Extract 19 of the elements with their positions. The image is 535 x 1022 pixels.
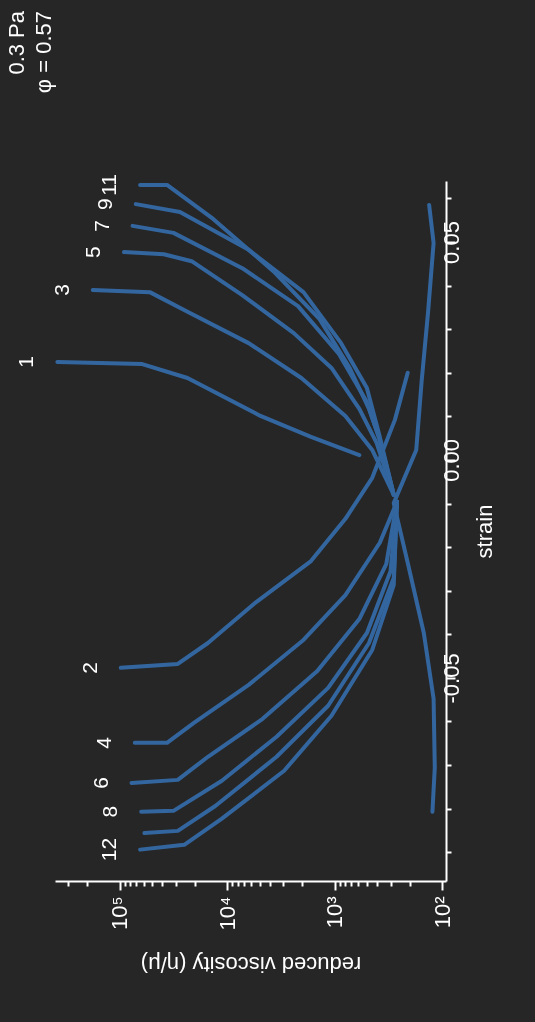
text: 9: [92, 198, 116, 210]
text: 7: [89, 220, 113, 232]
text: 2: [77, 662, 101, 674]
text: 3: [49, 284, 73, 296]
text: 11: [97, 174, 121, 196]
text: 12: [97, 837, 121, 862]
text: 6: [88, 777, 112, 789]
text: 1: [14, 356, 38, 368]
y-axis-title: strain: [471, 504, 497, 559]
text: 5: [81, 246, 104, 258]
x-tick-label: 10³: [322, 896, 348, 929]
text: 4: [91, 736, 115, 749]
x-axis-title: reduced viscosity (η/μ): [140, 952, 362, 978]
text: φ = 0.57: [31, 11, 56, 94]
text: 8: [98, 805, 122, 818]
text: 0.3 Pa: [4, 10, 29, 75]
x-tick-label: 10²: [429, 896, 455, 929]
x-tick-label: 10⁴: [214, 896, 240, 931]
x-tick-label: 10⁵: [107, 896, 133, 931]
